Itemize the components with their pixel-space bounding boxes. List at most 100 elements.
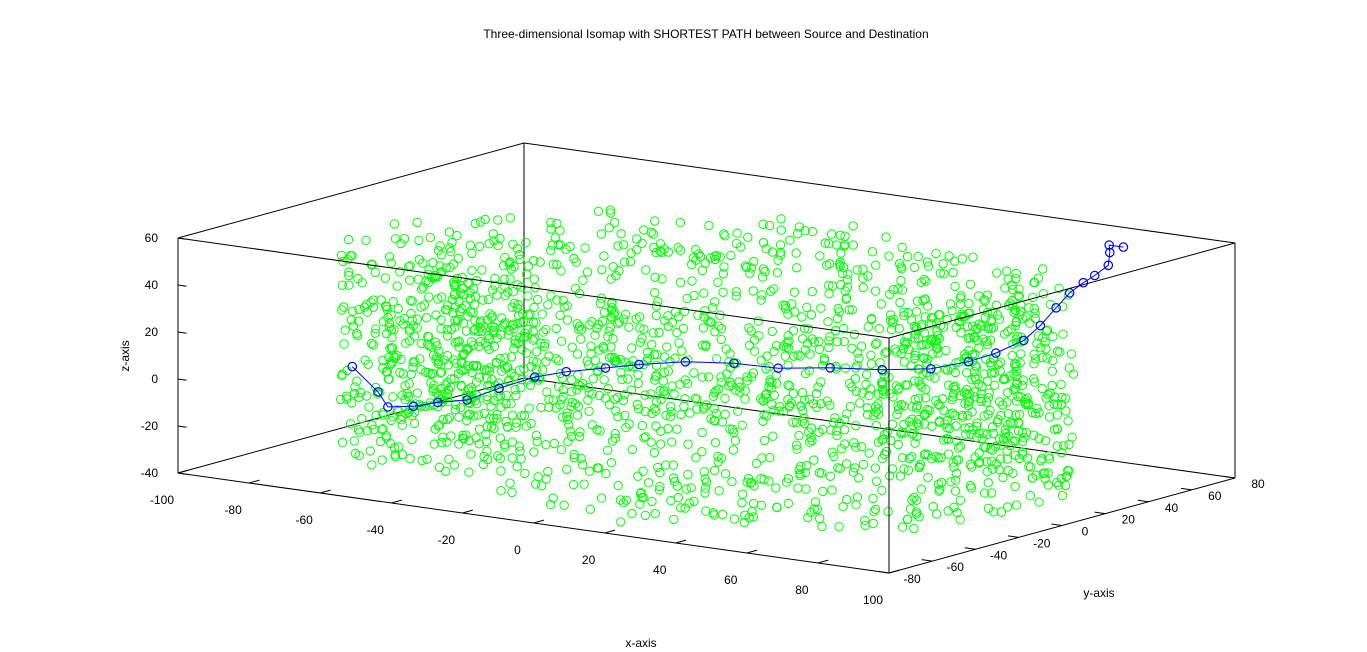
- scatter-point: [867, 247, 878, 257]
- scatter-point: [985, 405, 995, 416]
- scatter-point: [571, 283, 581, 294]
- scatter-point: [899, 464, 909, 474]
- scatter-point: [928, 501, 938, 512]
- scatter-point: [604, 326, 614, 336]
- scatter-point: [538, 327, 548, 337]
- scatter-point: [824, 289, 834, 299]
- scatter-point: [788, 388, 799, 399]
- scatter-point: [708, 508, 718, 518]
- scatter-point: [430, 424, 440, 434]
- scatter-point: [517, 411, 527, 421]
- scatter-point: [531, 365, 542, 375]
- y-tick-label: -20: [1033, 536, 1051, 550]
- scatter-point: [384, 322, 394, 332]
- scatter-point: [566, 387, 577, 397]
- scatter-point: [474, 372, 485, 383]
- scatter-point: [788, 417, 798, 427]
- z-tick-label: -40: [141, 466, 159, 480]
- scatter-point: [768, 284, 779, 294]
- scatter-point: [960, 423, 970, 433]
- scatter-point: [746, 478, 756, 488]
- scatter-point: [881, 347, 892, 357]
- scatter-point: [729, 514, 740, 524]
- scatter-point: [396, 354, 406, 365]
- scatter-point: [607, 299, 617, 309]
- scatter-point: [519, 411, 530, 421]
- scatter-point: [1011, 410, 1021, 420]
- scatter-point: [442, 414, 453, 425]
- scatter-point: [704, 220, 714, 231]
- scatter-point: [435, 241, 445, 251]
- scatter-point: [848, 221, 858, 231]
- scatter-point: [412, 388, 422, 398]
- scatter-point: [922, 339, 932, 349]
- scatter-point: [939, 435, 949, 445]
- scatter-point: [994, 397, 1005, 407]
- scatter-point: [1037, 383, 1047, 394]
- scatter-point: [795, 351, 805, 361]
- scatter-point: [659, 367, 669, 377]
- scatter-point: [900, 339, 911, 350]
- scatter-point: [976, 389, 986, 399]
- scatter-point: [988, 464, 998, 474]
- scatter-point: [633, 404, 644, 414]
- scatter-point: [916, 340, 926, 350]
- scatter-point: [665, 357, 675, 367]
- scatter-point: [377, 455, 387, 465]
- y-axis-label: y-axis: [1083, 586, 1114, 600]
- scatter-point: [597, 265, 607, 275]
- scatter-point: [625, 257, 636, 267]
- scatter-point: [919, 353, 929, 363]
- scatter-point: [610, 433, 620, 443]
- scatter-point: [916, 322, 927, 332]
- scatter-point: [475, 336, 486, 347]
- scatter-point: [446, 247, 456, 257]
- scatter-point: [855, 398, 865, 408]
- scatter-point: [943, 449, 954, 459]
- scatter-point: [515, 332, 525, 343]
- scatter-point: [933, 453, 943, 463]
- scatter-point: [858, 273, 868, 283]
- scatter-point: [457, 303, 467, 314]
- scatter-point: [529, 333, 540, 343]
- scatter-point: [878, 386, 889, 396]
- scatter-point: [423, 269, 433, 280]
- scatter-point: [1003, 326, 1013, 337]
- scatter-point: [948, 382, 959, 392]
- scatter-point: [851, 442, 861, 452]
- scatter-point: [371, 382, 381, 393]
- scatter-point: [443, 392, 453, 402]
- box-edge: [177, 142, 525, 239]
- scatter-point: [945, 299, 956, 309]
- scatter-point: [582, 267, 593, 277]
- scatter-point: [742, 262, 752, 273]
- scatter-point: [546, 217, 556, 228]
- scatter-point: [820, 238, 830, 248]
- scatter-point: [354, 450, 364, 461]
- scatter-point: [380, 301, 391, 311]
- scatter-point: [971, 432, 982, 443]
- scatter-point: [478, 459, 489, 470]
- scatter-point: [478, 295, 488, 305]
- z-tick-label: 60: [145, 231, 159, 245]
- scatter-point: [1052, 441, 1063, 451]
- scatter-point: [731, 287, 741, 297]
- scatter-point: [898, 344, 909, 354]
- scatter-point: [736, 242, 746, 252]
- scatter-point: [734, 377, 744, 387]
- scatter-point: [613, 241, 623, 251]
- scatter-point: [951, 421, 961, 431]
- scatter-point: [508, 287, 518, 297]
- scatter-point: [1034, 408, 1044, 418]
- scatter-point: [1043, 468, 1053, 478]
- scatter-point: [620, 410, 630, 421]
- scatter-point: [1030, 313, 1041, 324]
- scatter-point: [746, 326, 756, 336]
- scatter-point: [586, 341, 596, 351]
- scatter-point: [1029, 349, 1039, 359]
- path-point: [773, 363, 783, 373]
- scatter-point: [506, 264, 517, 274]
- scatter-point: [462, 415, 472, 426]
- scatter-point: [720, 231, 730, 241]
- scatter-point: [404, 275, 415, 285]
